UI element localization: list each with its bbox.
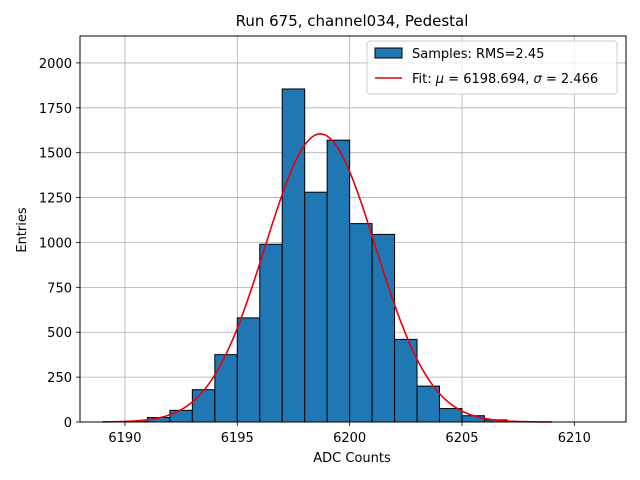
x-tick-label: 6200	[333, 431, 366, 446]
plot-frame	[79, 35, 627, 423]
x-axis-label: ADC Counts	[313, 451, 391, 466]
histogram-bar	[326, 139, 351, 423]
y-tick-label: 0	[64, 416, 72, 431]
x-tick-label: 6205	[445, 431, 478, 446]
y-tick-label: 2000	[39, 57, 72, 72]
y-tick-label: 1250	[39, 192, 72, 207]
histogram-bar	[214, 354, 238, 423]
x-axis: 6190 6195 6200 6205 6210	[108, 422, 591, 446]
histogram-bar	[439, 408, 463, 423]
histogram-bar	[416, 385, 441, 423]
legend: Samples: RMS=2.45 Fit: μ = 6198.694, σ =…	[366, 40, 618, 95]
legend-samples-swatch	[374, 47, 403, 59]
x-tick-label: 6195	[221, 431, 254, 446]
y-tick-label: 1750	[39, 102, 72, 117]
histogram-bar	[461, 415, 485, 423]
x-tick-label: 6210	[558, 431, 591, 446]
histogram-bar	[304, 191, 328, 423]
histogram-bar	[191, 389, 216, 423]
legend-fit-label: Fit: μ = 6198.694, σ = 2.466	[412, 72, 598, 87]
histogram-bar	[169, 409, 193, 423]
histogram-bar	[371, 233, 396, 423]
fit-curve	[102, 133, 552, 423]
histogram-bar	[281, 88, 306, 423]
legend-box	[366, 40, 618, 95]
histogram-bar	[349, 223, 373, 423]
y-tick-label: 1000	[39, 236, 72, 251]
chart-title: Run 675, channel034, Pedestal	[236, 12, 469, 30]
y-axis: 0 250 500 750 1000 1250 1500 1750 2000	[39, 57, 80, 431]
x-tick-label: 6190	[108, 431, 141, 446]
y-axis-label: Entries	[15, 207, 30, 253]
y-tick-label: 500	[47, 326, 72, 341]
y-tick-label: 1500	[39, 147, 72, 162]
y-tick-label: 750	[47, 281, 72, 296]
histogram-bars	[124, 88, 530, 423]
histogram-bar	[259, 243, 283, 423]
y-tick-label: 250	[47, 371, 72, 386]
legend-samples-label: Samples: RMS=2.45	[412, 47, 544, 62]
histogram-bar	[236, 317, 261, 423]
